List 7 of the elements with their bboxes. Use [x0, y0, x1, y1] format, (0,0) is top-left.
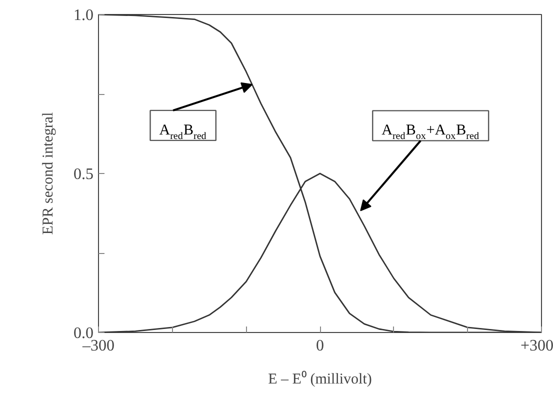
y-tick-label: 0.5	[74, 166, 94, 183]
x-axis-title: E – E⁰ (millivolt)	[268, 370, 372, 388]
x-tick-label: 0	[316, 338, 324, 354]
y-tick-label: 1.0	[74, 7, 94, 24]
y-axis-title: EPR second integral	[40, 112, 56, 235]
x-tick-label: –300	[82, 338, 114, 354]
x-tick-label: +300	[520, 338, 553, 354]
